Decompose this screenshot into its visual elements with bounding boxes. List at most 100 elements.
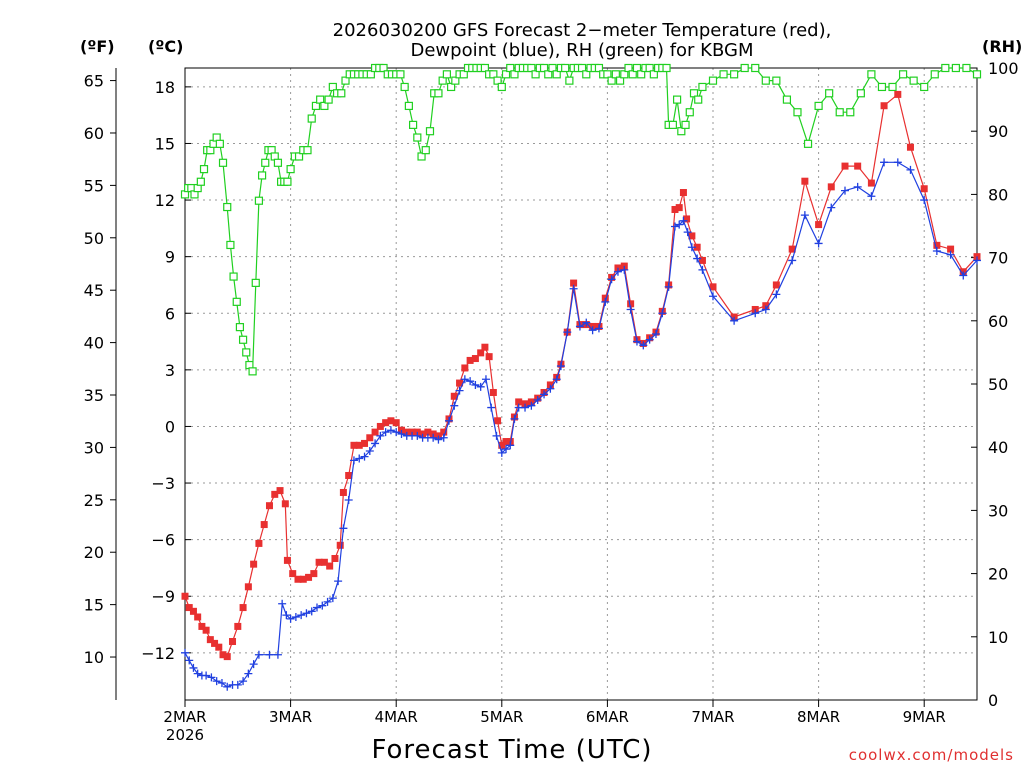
dewpoint-point xyxy=(313,603,321,612)
dewpoint-point xyxy=(181,648,189,657)
axis-unit-fahrenheit: (ºF) xyxy=(80,37,115,56)
temperature-point xyxy=(244,583,252,591)
temperature-point xyxy=(219,651,227,659)
dewpoint-point xyxy=(575,322,584,331)
rh-point xyxy=(685,108,694,117)
temperature-point xyxy=(223,653,231,661)
dewpoint-point xyxy=(664,282,673,291)
rh-point xyxy=(751,63,760,73)
rh-point xyxy=(425,127,435,136)
x-tick-label: 9MAR xyxy=(903,708,946,726)
rh-point xyxy=(337,89,346,98)
dewpoint-point xyxy=(217,679,226,688)
rh-point xyxy=(413,133,422,142)
temperature-point xyxy=(827,183,835,191)
dewpoint-point xyxy=(233,680,242,689)
temperature-point xyxy=(320,558,328,566)
rh-point xyxy=(438,76,447,85)
rh-point xyxy=(459,70,468,79)
dewpoint-point xyxy=(772,290,781,299)
rh-point xyxy=(320,101,329,111)
rh-point xyxy=(480,63,490,73)
temperature-point xyxy=(371,428,379,436)
rh-point xyxy=(251,278,260,287)
rh-point xyxy=(447,82,456,92)
dewpoint-point xyxy=(487,403,496,412)
dewpoint-point xyxy=(273,650,282,659)
series-temperature xyxy=(181,90,981,661)
rh-point xyxy=(677,127,686,136)
x-tick-label: 3MAR xyxy=(269,708,312,726)
rh-point xyxy=(421,146,430,155)
rh-point xyxy=(341,76,350,85)
dewpoint-point xyxy=(297,611,306,620)
dewpoint-point xyxy=(460,375,469,384)
temperature-point xyxy=(265,502,273,510)
dewpoint-point xyxy=(413,431,422,440)
dewpoint-point xyxy=(506,441,515,450)
x-tick-label: 2MAR xyxy=(163,708,206,726)
dewpoint-point xyxy=(481,375,490,384)
temperature-point xyxy=(920,185,928,193)
temperature-point xyxy=(461,364,469,372)
temperature-point xyxy=(679,189,687,197)
rh-point xyxy=(594,63,604,73)
rh-point xyxy=(814,101,823,111)
temperature-point xyxy=(336,541,344,549)
temperature-point xyxy=(392,419,400,427)
rh-point xyxy=(434,89,443,98)
temperature-point xyxy=(310,570,318,578)
rh-point xyxy=(273,158,283,167)
rh-point xyxy=(531,70,540,79)
rh-point xyxy=(218,158,228,167)
rh-point xyxy=(442,70,451,79)
rh-point xyxy=(510,70,519,79)
temperature-point xyxy=(234,622,242,630)
rh-point xyxy=(548,63,557,73)
dewpoint-point xyxy=(658,309,667,318)
rh-point xyxy=(698,82,707,92)
rh-point xyxy=(637,70,646,79)
dewpoint-point xyxy=(471,380,480,389)
temperature-point xyxy=(854,162,862,170)
dewpoint-point xyxy=(365,446,374,455)
c-tick-label: 18 xyxy=(155,78,175,97)
temperature-point xyxy=(350,441,358,449)
rh-point xyxy=(962,63,971,73)
temperature-point xyxy=(198,622,206,630)
rh-point xyxy=(552,70,561,79)
f-tick-label: 30 xyxy=(84,438,104,457)
dewpoint-point xyxy=(552,375,561,384)
rh-point xyxy=(324,95,333,104)
temperature-point xyxy=(211,639,219,647)
x-tick-label: 4MAR xyxy=(375,708,418,726)
dewpoint-point xyxy=(193,669,202,678)
temperature-point xyxy=(355,441,363,449)
temperature-point xyxy=(294,575,302,583)
temperature-point xyxy=(255,539,263,547)
rh-point xyxy=(632,63,642,73)
temperature-point xyxy=(326,562,334,570)
c-tick-label: 3 xyxy=(165,361,175,380)
rh-point xyxy=(730,70,739,79)
dewpoint-point xyxy=(698,265,707,274)
temperature-point xyxy=(489,388,497,396)
dewpoint-point xyxy=(533,396,542,405)
dewpoint-point xyxy=(679,216,688,225)
f-tick-label: 20 xyxy=(84,543,104,562)
c-tick-label: −12 xyxy=(141,644,175,663)
temperature-point xyxy=(376,422,384,430)
dewpoint-point xyxy=(510,414,519,423)
rh-tick-label: 80 xyxy=(988,185,1008,204)
dewpoint-point xyxy=(670,222,679,231)
dewpoint-point xyxy=(620,265,629,274)
dewpoint-point xyxy=(594,324,603,333)
dewpoint-point xyxy=(339,524,348,533)
temperature-point xyxy=(466,356,474,364)
dewpoint-point xyxy=(381,428,390,437)
rh-point xyxy=(544,70,553,79)
series-rh xyxy=(180,63,982,376)
dewpoint-point xyxy=(540,390,549,399)
x-tick-sublabel: 2026 xyxy=(166,726,204,744)
